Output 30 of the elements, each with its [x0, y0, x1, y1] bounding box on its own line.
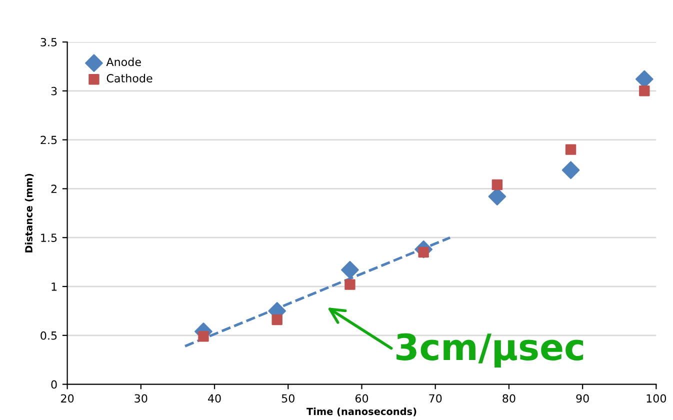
- x-axis-title: Time (nanoseconds): [306, 408, 416, 416]
- point: [272, 314, 282, 326]
- point: [562, 161, 580, 180]
- legend-label: Cathode: [106, 74, 152, 82]
- y-tick-label: 3: [51, 86, 57, 96]
- x-tick-label: 50: [282, 394, 294, 403]
- y-tick-label: 0.5: [40, 331, 57, 340]
- x-tick-label: 90: [576, 394, 589, 403]
- y-tick-label: 1.5: [41, 234, 57, 242]
- point: [492, 179, 503, 190]
- point: [639, 86, 650, 96]
- y-axis-title: Distance (mm): [24, 174, 34, 252]
- x-tick-label: 80: [502, 394, 516, 403]
- x-tick-label: 70: [429, 394, 442, 403]
- x-tick-label: 60: [355, 394, 368, 403]
- y-tick-label: 2: [51, 184, 56, 193]
- point: [565, 144, 576, 155]
- x-tick-label: 20: [61, 394, 74, 403]
- point: [198, 331, 209, 342]
- point: [344, 279, 356, 290]
- y-tick-label: 3.5: [40, 38, 57, 46]
- point: [341, 260, 359, 279]
- y-tick-label: 0: [51, 380, 57, 389]
- x-tick-label: 30: [134, 394, 148, 403]
- y-tick-label: 2.5: [40, 136, 57, 144]
- x-tick-label: 100: [646, 394, 666, 403]
- legend-label: Anode: [106, 58, 141, 66]
- y-tick-label: 1: [52, 282, 57, 291]
- x-tick-label: 40: [208, 394, 221, 403]
- annotation: 3cm/μsec: [396, 333, 584, 368]
